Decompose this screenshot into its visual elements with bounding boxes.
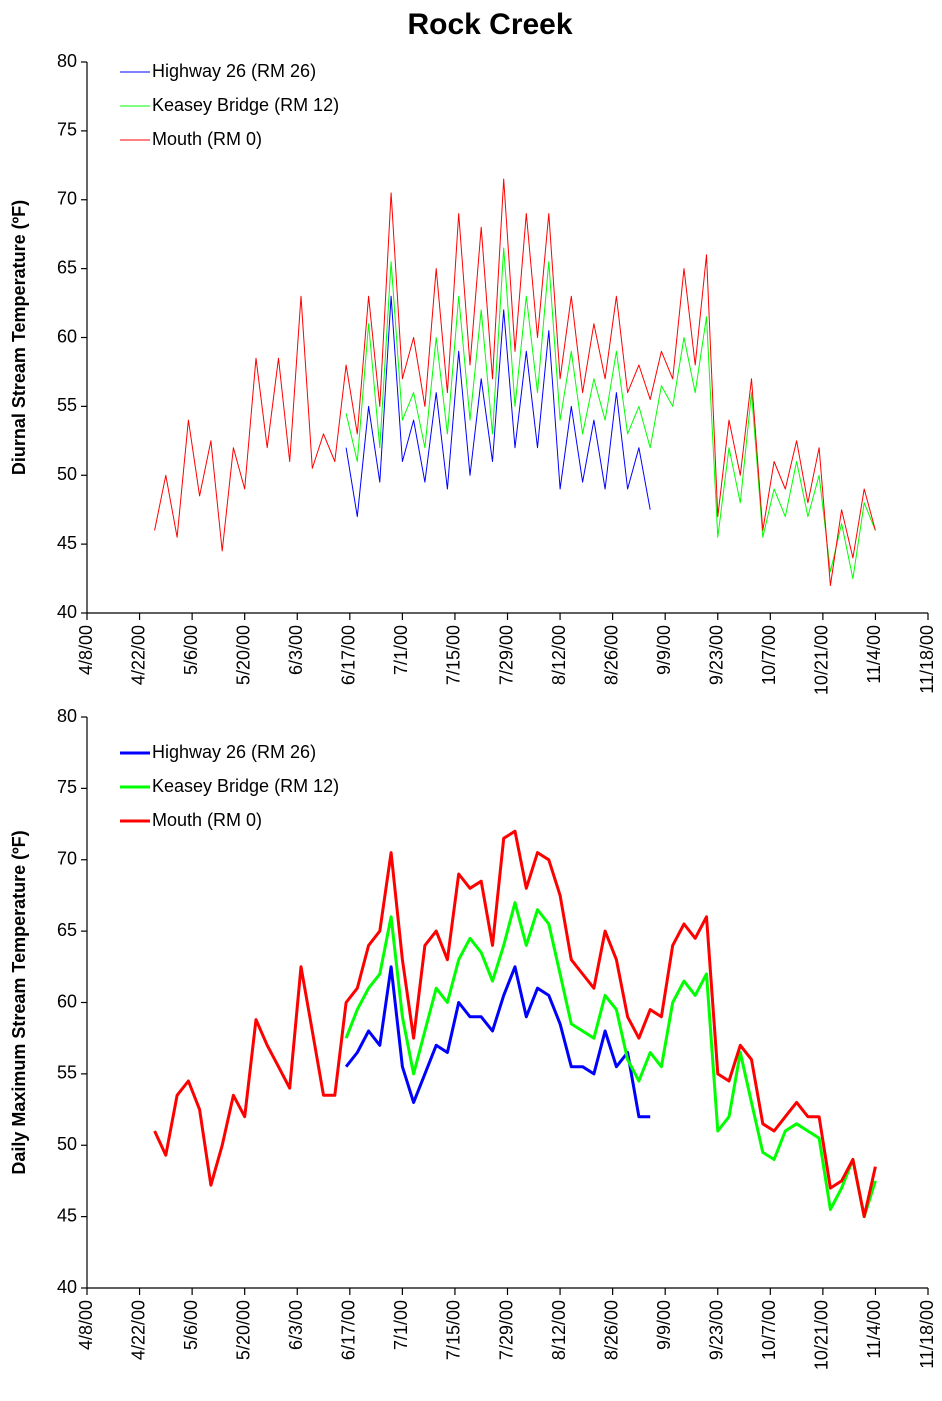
x-tick-label: 7/29/00 [496, 625, 516, 685]
x-tick-label: 7/15/00 [444, 1300, 464, 1360]
x-tick-label: 11/4/00 [864, 625, 884, 684]
y-tick-label: 65 [57, 257, 77, 277]
y-tick-label: 75 [57, 777, 77, 797]
x-tick-label: 11/4/00 [864, 1300, 884, 1359]
y-axis-label: Diurnal Stream Temperature (ºF) [9, 200, 29, 475]
chart-title: Rock Creek [407, 8, 572, 41]
x-tick-label: 10/21/00 [812, 625, 832, 695]
series-line [345, 247, 876, 580]
x-tick-label: 4/8/00 [76, 625, 96, 675]
y-tick-label: 80 [57, 51, 77, 71]
x-tick-label: 9/9/00 [654, 1300, 674, 1350]
x-tick-label: 7/29/00 [496, 1300, 516, 1360]
x-tick-label: 11/18/00 [917, 1300, 937, 1369]
legend-label: Mouth (RM 0) [152, 810, 262, 830]
x-tick-label: 6/17/00 [339, 625, 359, 685]
x-tick-label: 10/7/00 [759, 1300, 779, 1360]
x-tick-label: 6/3/00 [286, 1300, 306, 1350]
series-line [154, 178, 876, 586]
x-tick-label: 7/1/00 [391, 625, 411, 675]
x-tick-label: 7/15/00 [444, 625, 464, 685]
legend-label: Mouth (RM 0) [152, 129, 262, 149]
x-tick-label: 6/3/00 [286, 625, 306, 675]
x-tick-label: 5/6/00 [181, 625, 201, 675]
legend-label: Keasey Bridge (RM 12) [152, 776, 339, 796]
y-tick-label: 80 [57, 706, 77, 726]
legend-label: Highway 26 (RM 26) [152, 742, 316, 762]
x-tick-label: 11/18/00 [917, 625, 937, 694]
y-tick-label: 40 [57, 1277, 77, 1297]
y-tick-label: 45 [57, 533, 77, 553]
x-tick-label: 5/20/00 [233, 1300, 253, 1360]
legend-label: Keasey Bridge (RM 12) [152, 95, 339, 115]
x-tick-label: 8/26/00 [601, 625, 621, 685]
x-tick-label: 10/21/00 [812, 1300, 832, 1370]
series-line [153, 829, 877, 1219]
x-tick-label: 7/1/00 [391, 1300, 411, 1350]
x-tick-label: 10/7/00 [759, 625, 779, 685]
x-tick-label: 9/23/00 [707, 1300, 727, 1360]
y-tick-label: 40 [57, 602, 77, 622]
x-tick-label: 4/22/00 [128, 625, 148, 685]
y-tick-label: 60 [57, 991, 77, 1011]
x-tick-label: 5/6/00 [181, 1300, 201, 1350]
x-tick-label: 9/23/00 [707, 625, 727, 685]
y-tick-label: 50 [57, 1134, 77, 1154]
y-tick-label: 55 [57, 395, 77, 415]
x-tick-label: 5/20/00 [233, 625, 253, 685]
y-tick-label: 70 [57, 189, 77, 209]
y-axis-label: Daily Maximum Stream Temperature (ºF) [9, 830, 29, 1174]
series-line [344, 965, 651, 1119]
series-line [344, 901, 877, 1219]
x-tick-label: 8/12/00 [549, 625, 569, 685]
x-tick-label: 4/8/00 [76, 1300, 96, 1350]
y-tick-label: 75 [57, 120, 77, 140]
y-tick-label: 50 [57, 464, 77, 484]
legend-label: Highway 26 (RM 26) [152, 61, 316, 81]
x-tick-label: 8/26/00 [601, 1300, 621, 1360]
x-tick-label: 4/22/00 [128, 1300, 148, 1360]
y-tick-label: 55 [57, 1063, 77, 1083]
x-tick-label: 8/12/00 [549, 1300, 569, 1360]
y-tick-label: 70 [57, 849, 77, 869]
y-tick-label: 65 [57, 920, 77, 940]
x-tick-label: 6/17/00 [339, 1300, 359, 1360]
series-line [345, 295, 651, 518]
y-tick-label: 60 [57, 326, 77, 346]
x-tick-label: 9/9/00 [654, 625, 674, 675]
y-tick-label: 45 [57, 1205, 77, 1225]
